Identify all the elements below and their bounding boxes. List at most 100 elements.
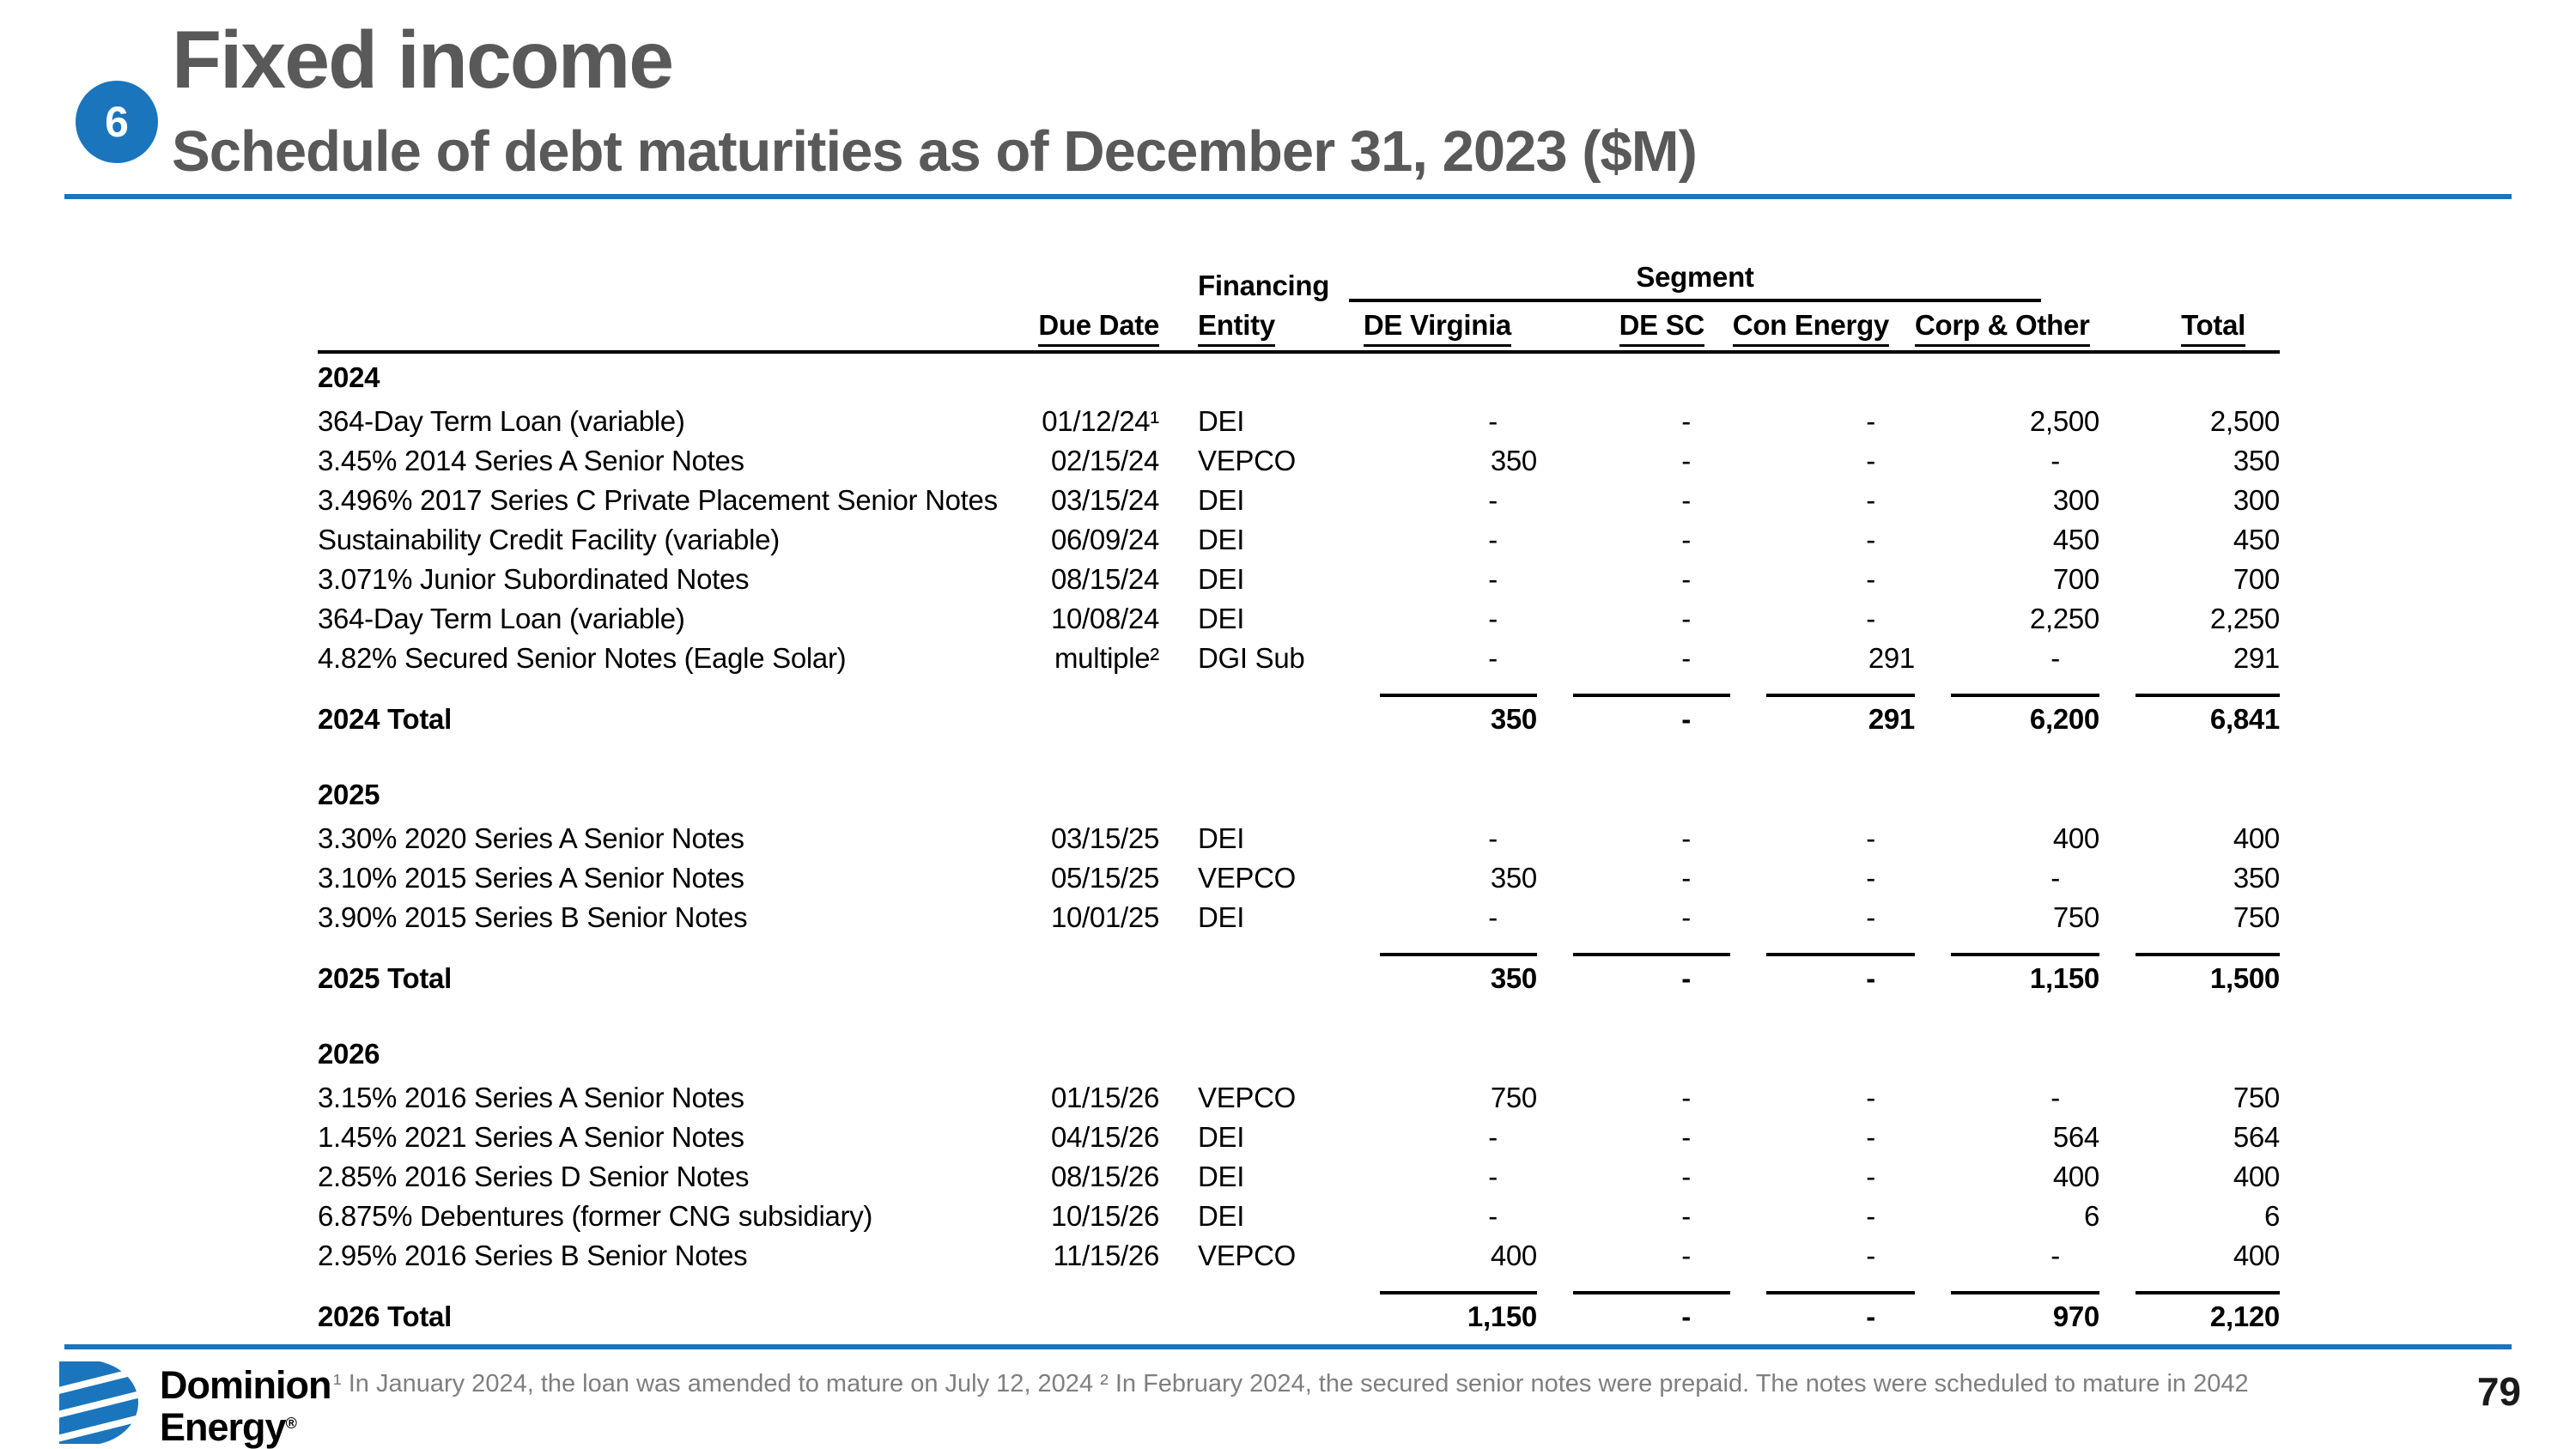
dominion-energy-logo: Dominion Energy® xyxy=(53,1360,331,1446)
logo-wordmark: Dominion Energy® xyxy=(160,1360,331,1446)
row-description: 364-Day Term Loan (variable) xyxy=(318,603,685,634)
total-value: 2,120 xyxy=(2209,1300,2280,1332)
row-value: - xyxy=(1866,524,1875,555)
row-entity: DEI xyxy=(1198,1121,1245,1153)
row-value: 350 xyxy=(1490,445,1537,476)
row-value: - xyxy=(1866,405,1875,437)
column-header-con-energy: Con Energy xyxy=(1732,309,1889,347)
row-value: - xyxy=(2050,1082,2060,1113)
total-value: - xyxy=(1681,1300,1691,1332)
footer-divider-rule xyxy=(64,1344,2512,1349)
header-divider-rule xyxy=(64,194,2512,199)
table-group-header-row: Financing Segment xyxy=(318,256,2280,302)
row-value: - xyxy=(1681,642,1691,674)
row-value: 350 xyxy=(1490,862,1537,894)
row-entity: VEPCO xyxy=(1198,445,1297,476)
total-rule-row xyxy=(318,678,2280,697)
table-header-rule xyxy=(318,350,2280,354)
row-value: - xyxy=(1866,1121,1875,1153)
table-row: 3.10% 2015 Series A Senior Notes 05/15/25… xyxy=(318,858,2280,898)
slide-number-badge: 6 xyxy=(76,81,158,163)
footnote: ¹ In January 2024, the loan was amended … xyxy=(333,1370,2249,1397)
row-value: - xyxy=(1866,484,1875,516)
page-subtitle: Schedule of debt maturities as of Decemb… xyxy=(172,119,1698,184)
row-due-date: multiple² xyxy=(1054,642,1159,674)
row-value: 2,250 xyxy=(2029,603,2099,634)
row-entity: DEI xyxy=(1198,1161,1245,1192)
row-description: Sustainability Credit Facility (variable… xyxy=(318,524,780,555)
row-value: - xyxy=(1488,822,1498,854)
row-description: 3.10% 2015 Series A Senior Notes xyxy=(318,862,744,894)
row-value: 400 xyxy=(2052,1161,2099,1192)
row-value: 291 xyxy=(1868,642,1915,674)
row-description: 3.30% 2020 Series A Senior Notes xyxy=(318,822,744,854)
badge-number: 6 xyxy=(105,98,129,146)
row-value: - xyxy=(1488,1161,1498,1192)
row-due-date: 03/15/24 xyxy=(1050,484,1159,516)
total-value: 350 xyxy=(1490,703,1537,735)
row-due-date: 10/01/25 xyxy=(1050,901,1159,933)
row-entity: DEI xyxy=(1198,1200,1245,1232)
table-header-row: Due Date Entity DE Virginia DE SC Con En… xyxy=(318,302,2280,347)
table-row: 1.45% 2021 Series A Senior Notes 04/15/26… xyxy=(318,1118,2280,1157)
row-description: 2.85% 2016 Series D Senior Notes xyxy=(318,1161,750,1192)
total-value: - xyxy=(1681,703,1691,735)
row-description: 3.071% Junior Subordinated Notes xyxy=(318,563,750,595)
row-value: 6 xyxy=(2083,1200,2099,1232)
logo-registered-mark: ® xyxy=(285,1415,297,1432)
table-row: 364-Day Term Loan (variable) 10/08/24 DEI -… xyxy=(318,599,2280,639)
row-value: - xyxy=(1681,862,1691,894)
row-due-date: 04/15/26 xyxy=(1050,1121,1159,1153)
row-value: 400 xyxy=(2052,822,2099,854)
row-entity: DGI Sub xyxy=(1198,642,1305,674)
row-description: 3.45% 2014 Series A Senior Notes xyxy=(318,445,744,476)
row-value: - xyxy=(1681,563,1691,595)
table-row: 3.30% 2020 Series A Senior Notes 03/15/25… xyxy=(318,819,2280,858)
column-group-financing: Financing xyxy=(1198,270,1330,301)
row-description: 3.90% 2015 Series B Senior Notes xyxy=(318,901,748,933)
row-description: 3.15% 2016 Series A Senior Notes xyxy=(318,1082,744,1113)
total-value: 970 xyxy=(2052,1300,2099,1332)
row-entity: DEI xyxy=(1198,563,1245,595)
row-due-date: 10/15/26 xyxy=(1050,1200,1159,1232)
row-value: - xyxy=(1866,1200,1875,1232)
total-value: - xyxy=(1681,962,1691,994)
row-entity: DEI xyxy=(1198,484,1245,516)
column-header-de-sc: DE SC xyxy=(1619,309,1704,347)
table-sections: 2024 364-Day Term Loan (variable) 01/12/24… xyxy=(318,354,2280,1339)
section-label: 2026 xyxy=(318,1038,380,1070)
row-value: - xyxy=(1866,445,1875,476)
row-description: 6.875% Debentures (former CNG subsidiary… xyxy=(318,1200,873,1232)
row-value: 6 xyxy=(2263,1200,2280,1232)
row-entity: DEI xyxy=(1198,524,1245,555)
column-header-entity: Entity xyxy=(1198,309,1275,347)
row-description: 4.82% Secured Senior Notes (Eagle Solar) xyxy=(318,642,847,674)
total-rule-row xyxy=(318,937,2280,956)
table-row: Sustainability Credit Facility (variable… xyxy=(318,520,2280,560)
row-value: - xyxy=(1488,901,1498,933)
row-entity: DEI xyxy=(1198,603,1245,634)
row-value: 400 xyxy=(2233,1161,2280,1192)
row-value: 350 xyxy=(2233,862,2280,894)
page-number: 79 xyxy=(2476,1369,2521,1414)
row-value: - xyxy=(1488,1200,1498,1232)
table-row: 364-Day Term Loan (variable) 01/12/24¹ DEI… xyxy=(318,402,2280,441)
row-value: - xyxy=(1488,603,1498,634)
table-section: 2025 3.30% 2020 Series A Senior Notes 03/1… xyxy=(318,771,2280,1001)
total-value: - xyxy=(1866,962,1875,994)
row-description: 2.95% 2016 Series B Senior Notes xyxy=(318,1240,748,1271)
total-value: 6,841 xyxy=(2209,703,2280,735)
page-title: Fixed income xyxy=(172,15,674,106)
debt-maturities-table: Financing Segment Due Date Entity DE Vir… xyxy=(318,256,2280,1339)
row-value: 450 xyxy=(2052,524,2099,555)
row-value: 2,500 xyxy=(2209,405,2280,437)
row-description: 1.45% 2021 Series A Senior Notes xyxy=(318,1121,744,1153)
row-due-date: 01/15/26 xyxy=(1050,1082,1159,1113)
row-value: 750 xyxy=(2233,1082,2280,1113)
table-row: 3.496% 2017 Series C Private Placement S… xyxy=(318,481,2280,520)
row-value: - xyxy=(1866,862,1875,894)
row-value: - xyxy=(1488,524,1498,555)
row-value: 400 xyxy=(2233,822,2280,854)
column-rule xyxy=(1380,688,1537,697)
row-value: 300 xyxy=(2233,484,2280,516)
